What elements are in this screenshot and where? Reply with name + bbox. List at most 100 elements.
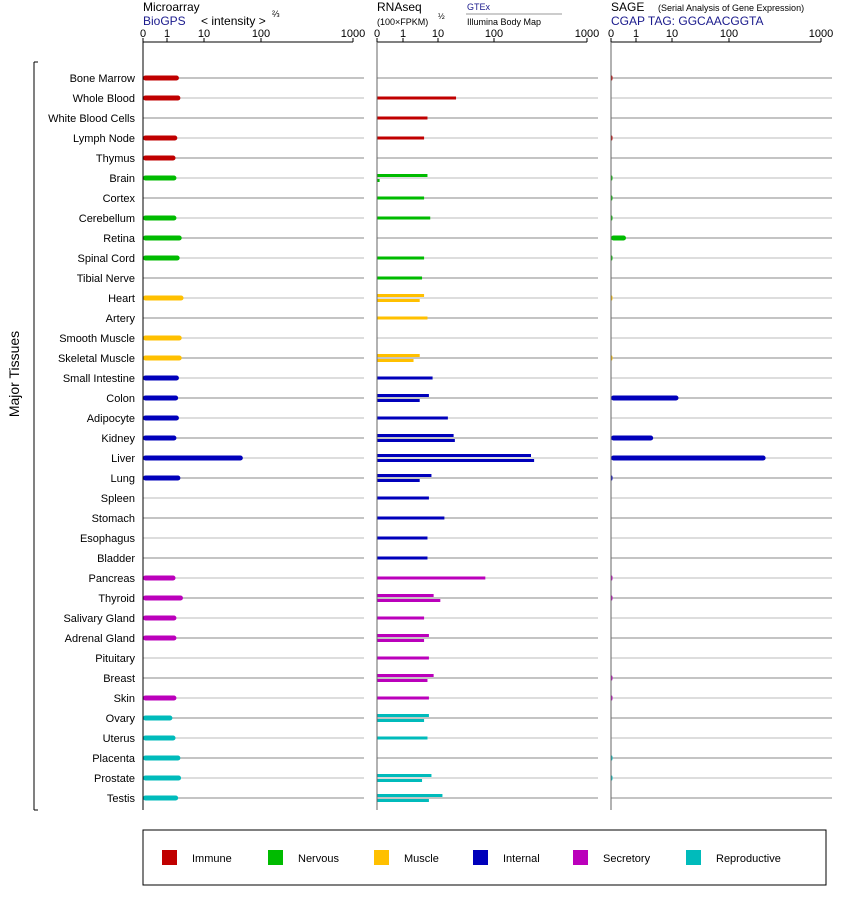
legend-label-muscle: Muscle bbox=[404, 853, 439, 865]
microarray-bar bbox=[143, 235, 182, 241]
rnaseq-bar bbox=[377, 536, 428, 540]
tissue-labels: Bone Marrow Whole Blood White Blood Cells L… bbox=[48, 73, 136, 805]
tissue-label: Salivary Gland bbox=[63, 613, 135, 625]
tissue-label: Brain bbox=[109, 173, 135, 185]
microarray-bar bbox=[143, 435, 177, 441]
rnaseq-bar bbox=[377, 179, 380, 182]
rnaseq-bar bbox=[377, 399, 420, 402]
sage-tick-label: 1 bbox=[633, 28, 639, 40]
tissue-label: Spinal Cord bbox=[78, 253, 135, 265]
sage-tick-label: 10 bbox=[666, 28, 678, 40]
microarray-source: BioGPS bbox=[143, 14, 186, 28]
tissue-label: Adipocyte bbox=[87, 413, 135, 425]
tissue-label: Thyroid bbox=[98, 593, 135, 605]
microarray-bar bbox=[143, 635, 177, 641]
sage-title: SAGE bbox=[611, 0, 644, 14]
legend-swatch-muscle bbox=[374, 850, 389, 865]
microarray-bar bbox=[143, 695, 177, 701]
rnaseq-bar bbox=[377, 719, 425, 722]
rnaseq-bar bbox=[377, 616, 425, 620]
rnaseq-bar bbox=[377, 416, 448, 420]
tissue-label: Breast bbox=[103, 673, 135, 685]
tissue-label: Bone Marrow bbox=[70, 73, 135, 85]
tissue-label: Uterus bbox=[103, 733, 136, 745]
tissue-label: Colon bbox=[106, 393, 135, 405]
y-group-label: Major Tissues bbox=[6, 331, 22, 417]
microarray-bar bbox=[143, 615, 177, 621]
microarray-tick-label: 100 bbox=[252, 28, 270, 40]
tissue-label: Lung bbox=[111, 473, 135, 485]
microarray-bar bbox=[143, 175, 177, 181]
rnaseq-bar bbox=[377, 459, 535, 462]
rnaseq-bar bbox=[377, 316, 428, 320]
microarray-bar bbox=[143, 375, 179, 381]
rnaseq-bar bbox=[377, 359, 414, 362]
rnaseq-bar bbox=[377, 216, 431, 220]
legend-swatch-internal bbox=[473, 850, 488, 865]
tissue-label: Tibial Nerve bbox=[77, 273, 135, 285]
legend-label-internal: Internal bbox=[503, 853, 540, 865]
rnaseq-tick-label: 10 bbox=[432, 28, 444, 40]
legend: Immune Nervous Muscle Internal Secretory Repr… bbox=[162, 850, 781, 865]
rnaseq-bar bbox=[377, 576, 486, 580]
microarray-bar bbox=[143, 75, 179, 81]
microarray-bar bbox=[143, 155, 176, 161]
rnaseq-bar bbox=[377, 556, 428, 560]
rnaseq-bar bbox=[377, 674, 434, 677]
rnaseq-bar bbox=[377, 479, 420, 482]
microarray-tick-label: 0 bbox=[140, 28, 146, 40]
rnaseq-bar bbox=[377, 299, 420, 302]
microarray-bar bbox=[143, 475, 181, 481]
rnaseq-bar bbox=[377, 714, 429, 717]
tissue-label: Thymus bbox=[96, 153, 136, 165]
rnaseq-bar bbox=[377, 96, 457, 100]
rnaseq-bar bbox=[377, 634, 429, 637]
microarray-bar bbox=[143, 255, 180, 261]
rnaseq-bar bbox=[377, 639, 425, 642]
rnaseq-tick-label: 1 bbox=[400, 28, 406, 40]
microarray-bar bbox=[143, 95, 181, 101]
tissue-label: Esophagus bbox=[80, 533, 136, 545]
microarray-bar bbox=[143, 455, 243, 461]
legend-swatch-secretory bbox=[573, 850, 588, 865]
microarray-bar bbox=[143, 335, 182, 341]
sage-subtitle: (Serial Analysis of Gene Expression) bbox=[658, 3, 804, 13]
legend-label-secretory: Secretory bbox=[603, 853, 651, 865]
rnaseq-bar bbox=[377, 736, 428, 740]
tissue-label: Bladder bbox=[97, 553, 135, 565]
tissue-label: Skeletal Muscle bbox=[58, 353, 135, 365]
rnaseq-tick-label: 100 bbox=[485, 28, 503, 40]
rnaseq-bar bbox=[377, 599, 441, 602]
microarray-bar bbox=[143, 415, 179, 421]
rnaseq-source-illumina: Illumina Body Map bbox=[467, 17, 541, 27]
rnaseq-bar bbox=[377, 496, 429, 500]
tissue-label: White Blood Cells bbox=[48, 113, 135, 125]
sage-tag: CGAP TAG: GGCAACGGTA bbox=[611, 14, 763, 28]
legend-label-immune: Immune bbox=[192, 853, 232, 865]
microarray-bar bbox=[143, 215, 177, 221]
bars bbox=[143, 75, 766, 802]
microarray-tick-label: 10 bbox=[198, 28, 210, 40]
tissue-label: Kidney bbox=[101, 433, 135, 445]
rnaseq-bar bbox=[377, 516, 445, 520]
tissue-label: Skin bbox=[114, 693, 135, 705]
legend-swatch-immune bbox=[162, 850, 177, 865]
rnaseq-bar bbox=[377, 774, 432, 777]
rnaseq-bar bbox=[377, 196, 425, 200]
microarray-bar bbox=[143, 575, 176, 581]
microarray-tick-label: 1 bbox=[164, 28, 170, 40]
tissue-label: Adrenal Gland bbox=[65, 633, 135, 645]
rnaseq-unit: (100×FPKM) bbox=[377, 17, 428, 27]
legend-label-reproductive: Reproductive bbox=[716, 853, 781, 865]
rnaseq-bar bbox=[377, 174, 428, 177]
sage-bar bbox=[611, 395, 679, 401]
rnaseq-bar bbox=[377, 679, 428, 682]
sage-bar bbox=[611, 235, 626, 241]
tissue-label: Retina bbox=[103, 233, 136, 245]
tissue-label: Whole Blood bbox=[73, 93, 135, 105]
tissue-label: Cortex bbox=[103, 193, 136, 205]
rnaseq-bar bbox=[377, 696, 429, 700]
sage-bar bbox=[611, 435, 654, 441]
rnaseq-bar bbox=[377, 256, 425, 260]
